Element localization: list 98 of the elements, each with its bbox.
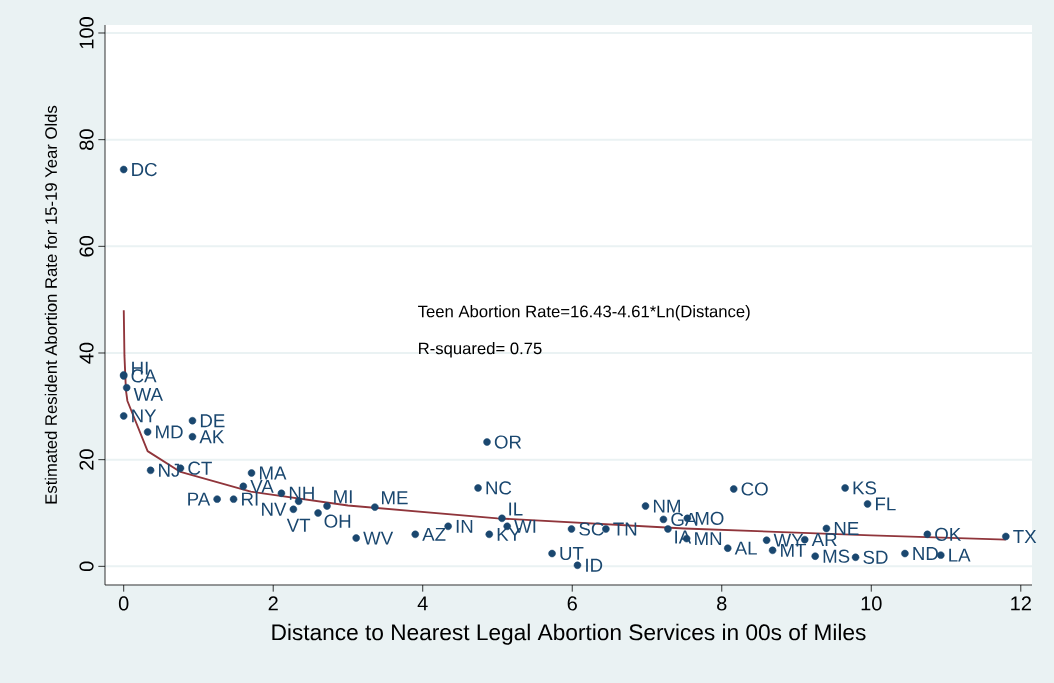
annotation: RI: [242, 492, 258, 506]
point: [188, 416, 197, 425]
point: [659, 515, 668, 524]
point: [811, 552, 819, 560]
annotation: CT: [188, 461, 212, 475]
point: [188, 433, 197, 441]
annotation: CO: [741, 482, 768, 496]
point: [411, 530, 419, 539]
annotation: SD: [863, 550, 888, 564]
annotation: NM: [653, 499, 680, 513]
point: [239, 482, 248, 491]
x-tick-label: 10: [861, 596, 882, 611]
annotation: NV: [262, 502, 287, 516]
annotation: MO: [695, 511, 724, 525]
point: [119, 165, 128, 174]
point: [573, 561, 582, 570]
y-axis-title: Estimated Resident Abortion Rate for 15-19 Year Olds: [44, 105, 57, 504]
x-tick-label: 8: [717, 596, 727, 611]
annotation: PA: [188, 492, 211, 506]
point: [923, 530, 932, 539]
point: [323, 502, 331, 510]
annotation: DE: [200, 414, 225, 428]
point: [548, 549, 556, 558]
annotation: R-squared= 0.75: [419, 342, 542, 358]
x-tick-label: 6: [567, 596, 577, 611]
x-tick-label: 0: [118, 596, 129, 611]
annotation: ME: [382, 491, 408, 505]
annotation: MA: [259, 466, 287, 480]
annotation: OH: [324, 514, 351, 528]
annotation: MD: [156, 425, 183, 439]
annotation: NE: [834, 522, 859, 535]
point: [1002, 532, 1010, 541]
point: [768, 546, 777, 555]
annotation: WV: [363, 531, 394, 545]
point: [213, 495, 221, 503]
point: [352, 534, 360, 542]
point: [485, 530, 493, 539]
point: [567, 525, 576, 533]
annotation: Teen Abortion Rate=16.43-4.61*Ln(Distance): [418, 305, 750, 321]
point: [474, 484, 482, 492]
point: [444, 522, 452, 531]
point: [119, 412, 128, 420]
point: [143, 428, 152, 436]
annotation: SC: [579, 522, 604, 536]
x-tick-label: 4: [417, 596, 428, 611]
x-tick-label: 12: [1011, 596, 1031, 611]
annotation: NC: [486, 481, 512, 495]
x-axis-title: Distance to Nearest Legal Abortion Services in 00s of Miles: [272, 623, 866, 645]
point: [863, 500, 872, 508]
point: [498, 514, 506, 523]
annotation: NH: [289, 486, 314, 500]
annotation: TX: [1013, 530, 1037, 543]
annotation: ID: [586, 558, 603, 572]
point: [851, 553, 860, 561]
point: [247, 469, 256, 477]
y-tick-label: 0: [79, 561, 94, 572]
point: [146, 466, 155, 475]
point: [641, 502, 650, 510]
annotation: FL: [876, 497, 896, 511]
point: [289, 505, 298, 513]
x-tick-label: 2: [268, 596, 278, 611]
point: [724, 544, 732, 552]
annotation: VT: [286, 518, 311, 532]
annotation: TN: [613, 522, 637, 536]
point: [314, 509, 322, 517]
annotation: VA: [250, 479, 274, 493]
point: [483, 438, 491, 446]
point: [762, 536, 771, 544]
y-tick-label: 20: [79, 449, 94, 470]
annotation: IL: [509, 502, 523, 516]
y-tick-label: 80: [79, 129, 94, 150]
annotation: AL: [734, 541, 757, 555]
annotation: MS: [823, 549, 850, 563]
point: [841, 484, 849, 492]
point: [229, 495, 238, 503]
point: [122, 383, 131, 392]
point: [664, 525, 672, 533]
point: [371, 503, 379, 511]
point: [901, 549, 909, 558]
y-tick-label: 40: [79, 342, 94, 364]
annotation: MI: [334, 490, 352, 504]
annotation: UT: [560, 547, 584, 561]
annotation: LA: [949, 548, 971, 562]
annotation: MN: [695, 532, 722, 546]
annotation: AR: [811, 533, 837, 547]
annotation: DC: [132, 162, 157, 177]
annotation: AK: [199, 430, 225, 444]
point: [277, 489, 286, 497]
annotation: OR: [494, 435, 522, 449]
y-tick-label: 100: [79, 17, 94, 49]
annotation: AZ: [422, 527, 446, 541]
annotation: KS: [853, 481, 877, 495]
point: [729, 485, 738, 493]
annotation: IN: [456, 519, 473, 533]
annotation: WA: [133, 387, 163, 401]
y-tick-label: 60: [79, 236, 94, 257]
annotation: ND: [913, 547, 938, 560]
point: [822, 524, 831, 533]
